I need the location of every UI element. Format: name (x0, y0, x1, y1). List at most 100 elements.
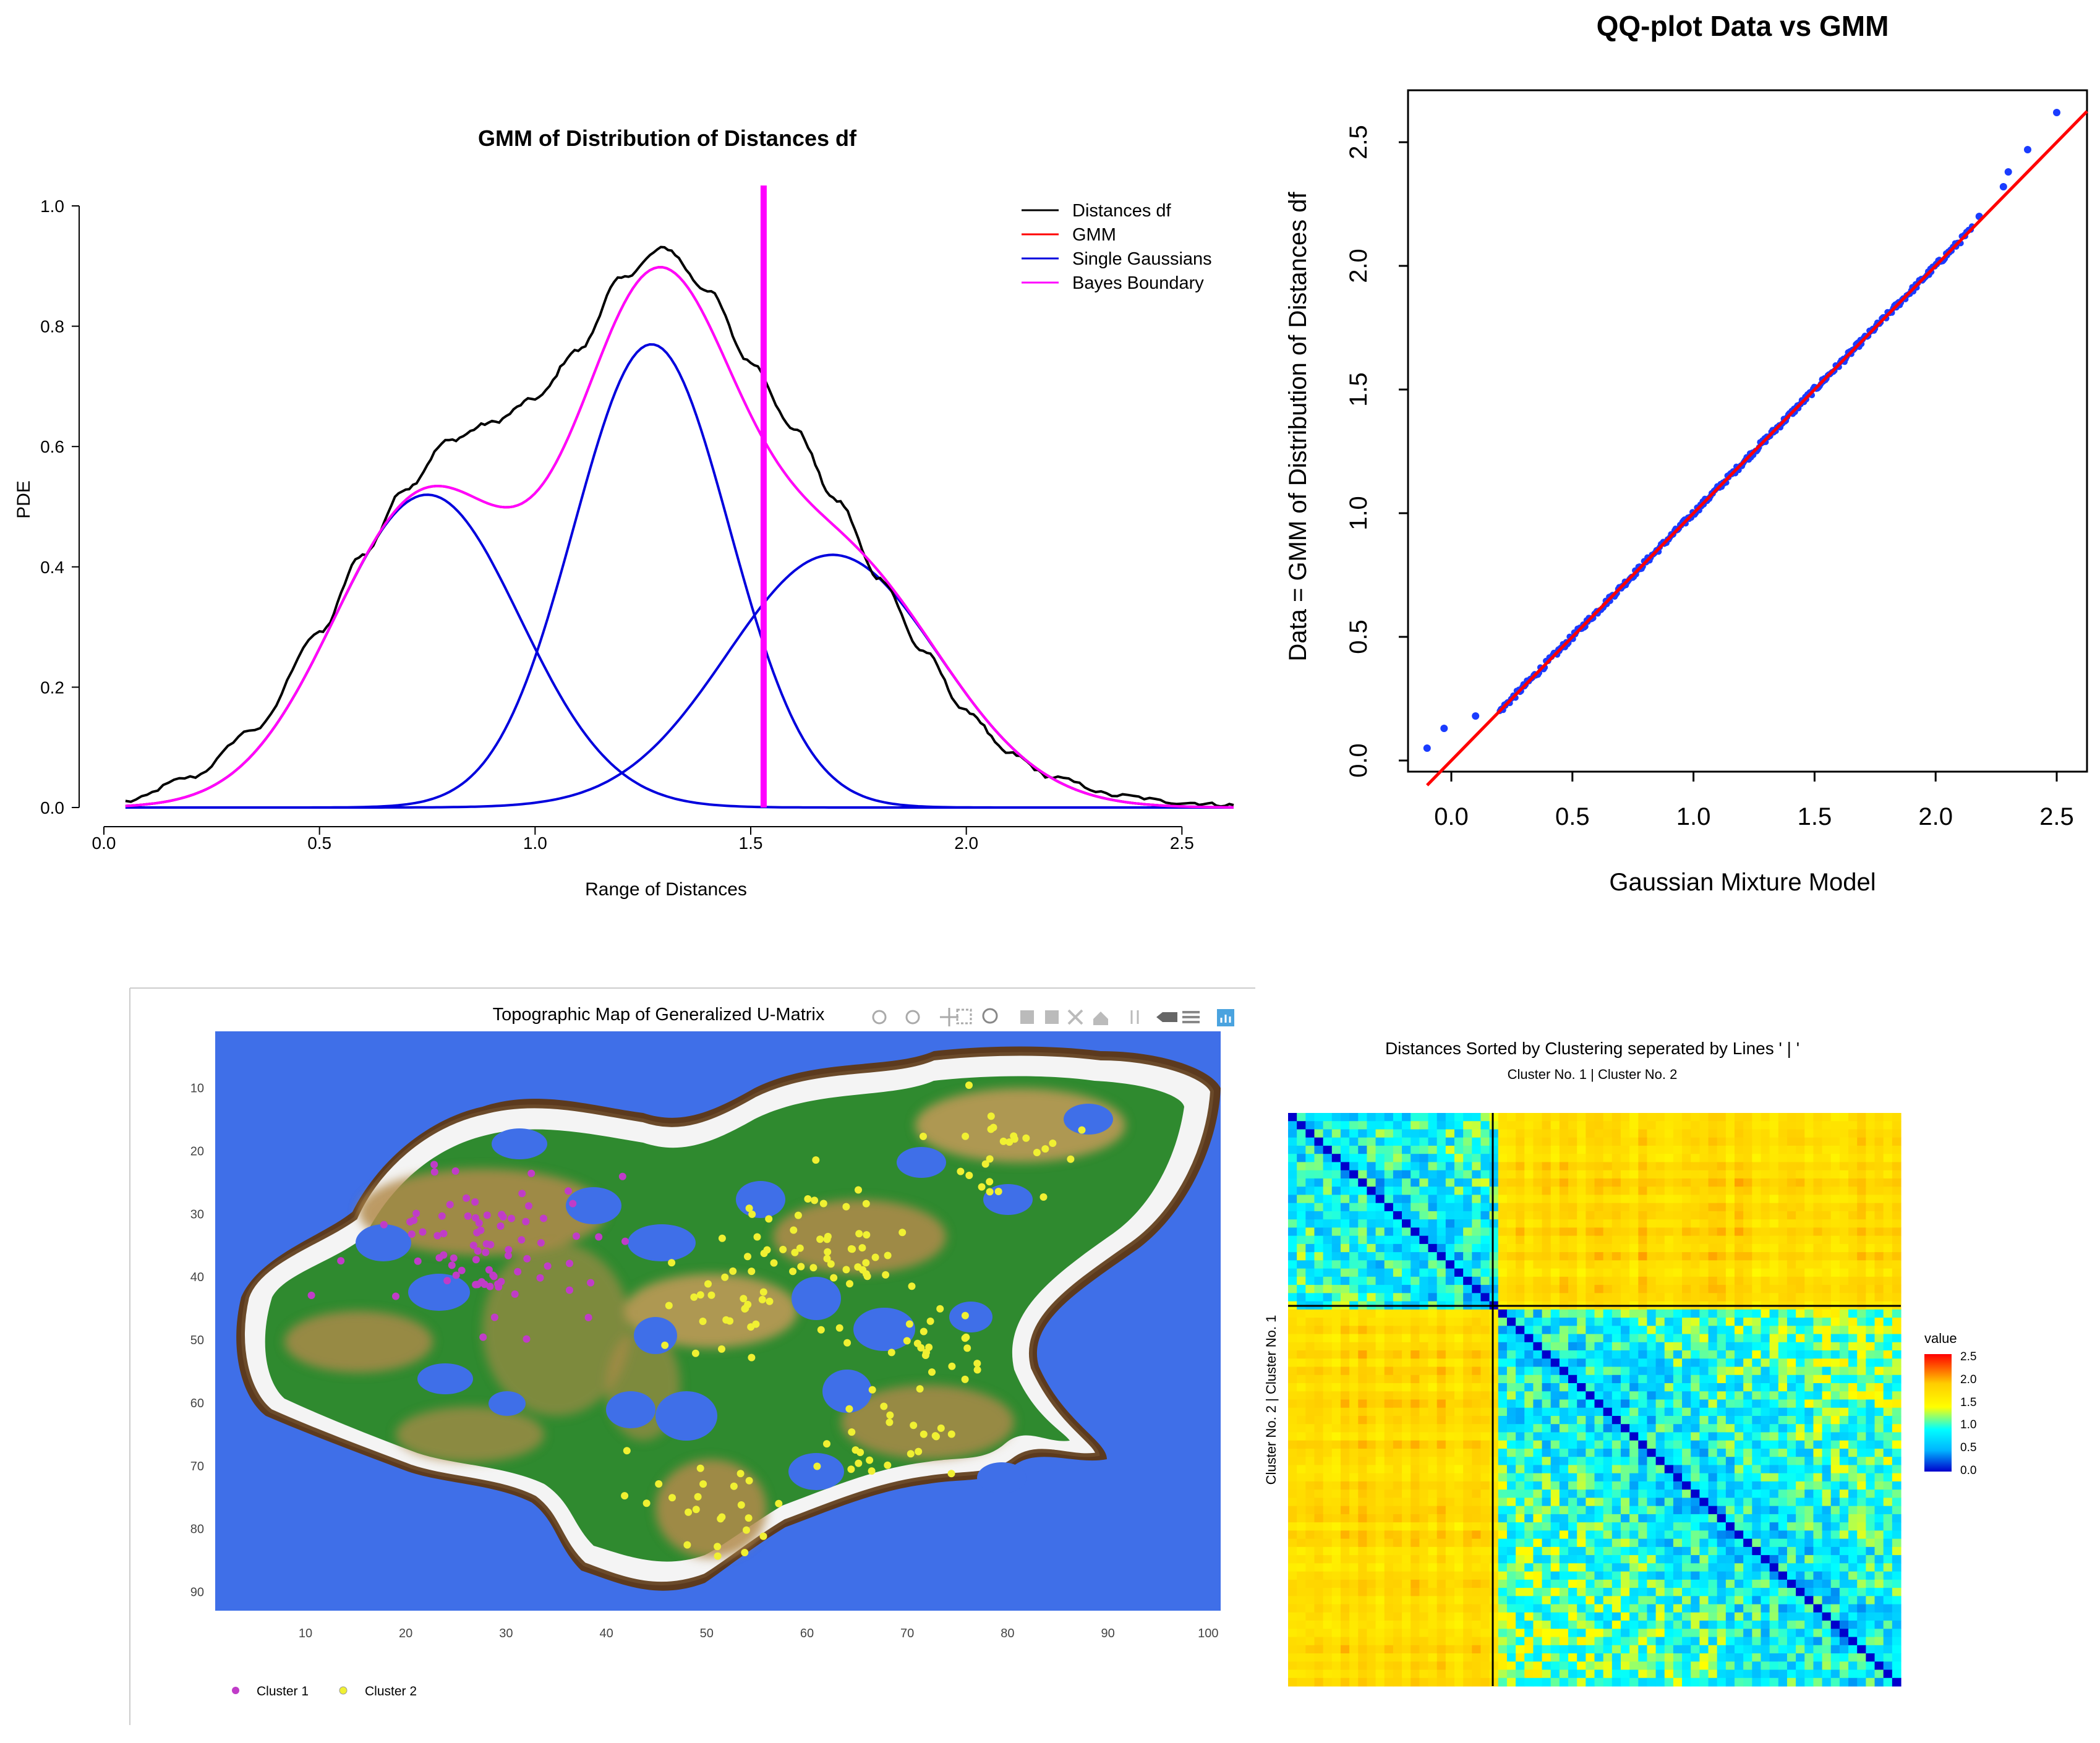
heatmap-cell (1638, 1252, 1648, 1261)
heatmap-cell (1428, 1374, 1438, 1384)
heatmap-cell (1629, 1243, 1639, 1253)
heatmap-cell (1358, 1154, 1368, 1163)
heatmap-cell (1786, 1162, 1796, 1171)
heatmap-cell (1735, 1276, 1744, 1285)
heatmap-cell (1813, 1432, 1823, 1441)
heatmap-cell (1314, 1440, 1324, 1449)
heatmap-cell (1454, 1522, 1464, 1531)
heatmap-cell (1848, 1178, 1858, 1187)
heatmap-cell (1725, 1293, 1735, 1302)
heatmap-cell (1419, 1293, 1429, 1302)
heatmap-cell (1358, 1481, 1368, 1490)
heatmap-cell (1735, 1203, 1744, 1212)
heatmap-cell (1725, 1383, 1735, 1392)
heatmap-cell (1664, 1596, 1674, 1605)
heatmap-cell (1506, 1178, 1516, 1187)
heatmap-cell (1323, 1457, 1333, 1466)
heatmap-cell (1314, 1407, 1324, 1417)
heatmap-cell (1577, 1555, 1586, 1564)
heatmap-cell (1778, 1154, 1788, 1163)
heatmap-cell (1830, 1481, 1840, 1490)
heatmap-cell (1533, 1522, 1543, 1531)
heatmap-cell (1611, 1374, 1621, 1384)
heatmap-cell (1489, 1489, 1499, 1499)
heatmap-cell (1708, 1530, 1718, 1540)
heatmap-cell (1682, 1350, 1691, 1359)
heatmap-cell (1489, 1358, 1499, 1368)
heatmap-cell (1594, 1571, 1604, 1580)
heatmap-cell (1375, 1187, 1385, 1196)
heatmap-cell (1892, 1415, 1902, 1425)
heatmap-cell (1708, 1424, 1718, 1433)
heatmap-cell (1848, 1121, 1858, 1130)
heatmap-cell (1568, 1391, 1577, 1400)
heatmap-cell (1533, 1203, 1543, 1212)
heatmap-cell (1691, 1448, 1700, 1457)
heatmap-cell (1830, 1154, 1840, 1163)
heatmap-cell (1611, 1546, 1621, 1556)
heatmap-cell (1638, 1162, 1648, 1171)
heatmap-cell (1691, 1457, 1700, 1466)
heatmap-cell (1568, 1489, 1577, 1499)
heatmap-cell (1288, 1391, 1297, 1400)
heatmap-cell (1813, 1415, 1823, 1425)
heatmap-cell (1524, 1145, 1534, 1154)
heatmap-cell (1892, 1309, 1902, 1318)
heatmap-cell (1533, 1424, 1543, 1433)
heatmap-cell (1498, 1538, 1508, 1548)
heatmap-cell (1857, 1514, 1866, 1523)
heatmap-cell (1428, 1546, 1438, 1556)
heatmap-cell (1498, 1465, 1508, 1474)
heatmap-cell (1822, 1571, 1832, 1580)
heatmap-cell (1866, 1145, 1876, 1154)
heatmap-cell (1874, 1211, 1884, 1220)
heatmap-cell (1892, 1432, 1902, 1441)
heatmap-cell (1804, 1276, 1814, 1285)
heatmap-cell (1577, 1399, 1586, 1408)
heatmap-cell (1506, 1522, 1516, 1531)
heatmap-cell (1533, 1473, 1543, 1482)
heatmap-cell (1611, 1465, 1621, 1474)
gmm-ylabel: PDE (14, 480, 34, 519)
heatmap-cell (1393, 1366, 1402, 1376)
heatmap-cell (1699, 1465, 1709, 1474)
heatmap-cell (1586, 1522, 1595, 1531)
heatmap-cell (1857, 1211, 1866, 1220)
heatmap-cell (1708, 1555, 1718, 1564)
heatmap-cell (1375, 1350, 1385, 1359)
heatmap-cell (1813, 1407, 1823, 1417)
heatmap-cell (1611, 1448, 1621, 1457)
heatmap-cell (1559, 1309, 1569, 1318)
heatmap-cell (1735, 1448, 1744, 1457)
heatmap-cell (1874, 1268, 1884, 1277)
heatmap-cell (1743, 1227, 1752, 1237)
heatmap-cell (1725, 1555, 1735, 1564)
heatmap-cell (1402, 1243, 1411, 1253)
heatmap-cell (1673, 1211, 1683, 1220)
heatmap-cell (1603, 1154, 1613, 1163)
heatmap-cell (1786, 1276, 1796, 1285)
heatmap-cell (1874, 1555, 1884, 1564)
heatmap-cell (1883, 1538, 1893, 1548)
heatmap-cell (1813, 1358, 1823, 1368)
heatmap-cell (1542, 1293, 1552, 1302)
heatmap-cell (1402, 1498, 1411, 1507)
heatmap-cell (1638, 1538, 1648, 1548)
heatmap-cell (1586, 1481, 1595, 1490)
heatmap-cell (1568, 1555, 1577, 1564)
heatmap-cell (1725, 1342, 1735, 1351)
heatmap-cell (1673, 1465, 1683, 1474)
heatmap-cell (1822, 1448, 1832, 1457)
heatmap-cell (1506, 1457, 1516, 1466)
heatmap-cell (1436, 1121, 1446, 1130)
heatmap-cell (1866, 1203, 1876, 1212)
heatmap-cell (1559, 1399, 1569, 1408)
heatmap-cell (1664, 1121, 1674, 1130)
heatmap-cell (1402, 1195, 1411, 1204)
heatmap-cell (1542, 1374, 1552, 1384)
heatmap-cell (1752, 1588, 1762, 1596)
heatmap-cell (1611, 1538, 1621, 1548)
heatmap-cell (1691, 1514, 1700, 1523)
heatmap-cell (1506, 1481, 1516, 1490)
heatmap-cell (1542, 1309, 1552, 1318)
